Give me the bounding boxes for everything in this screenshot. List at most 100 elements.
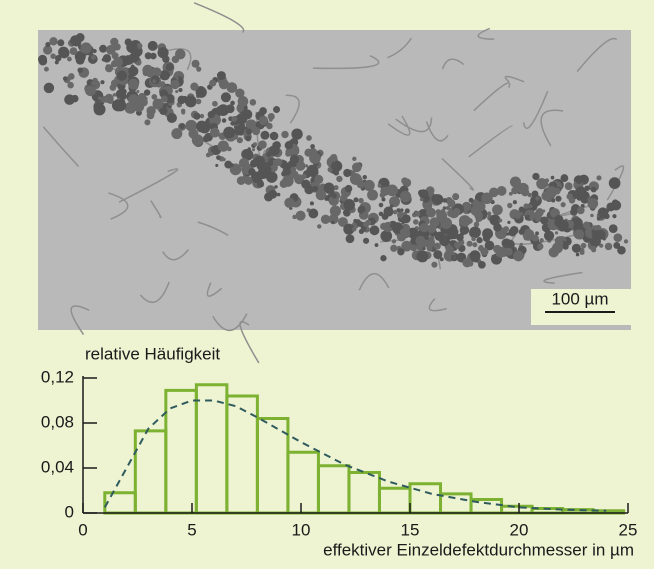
particle	[236, 104, 244, 113]
particle	[367, 189, 379, 201]
particle	[221, 118, 227, 123]
particle	[251, 148, 256, 152]
particle	[440, 208, 446, 214]
texture	[522, 90, 549, 129]
texture	[118, 168, 179, 203]
particle	[560, 202, 566, 208]
particle	[80, 42, 92, 54]
particle	[159, 89, 168, 98]
particle	[226, 82, 238, 93]
particle	[331, 193, 337, 199]
particle	[195, 120, 208, 133]
particle	[462, 229, 466, 233]
particle	[608, 177, 621, 189]
particle	[284, 141, 293, 150]
particle	[461, 201, 472, 212]
x-axis-label: effektiver Einzeldefektdurchmesser in µm	[323, 540, 634, 559]
particle	[386, 184, 398, 197]
particle	[536, 178, 548, 190]
particle	[128, 94, 139, 106]
particle	[528, 204, 533, 209]
particle	[317, 224, 322, 229]
particle	[602, 237, 606, 241]
particle	[541, 191, 551, 201]
particle	[612, 214, 617, 219]
particle	[306, 164, 319, 177]
particle	[54, 60, 59, 65]
particle	[343, 168, 352, 178]
particle	[418, 189, 429, 199]
particle	[570, 208, 578, 216]
particle	[623, 239, 629, 244]
particle	[389, 196, 401, 208]
particle	[266, 122, 273, 130]
particle	[146, 109, 151, 114]
particle	[77, 67, 83, 73]
particle	[527, 192, 532, 198]
particle	[473, 221, 480, 228]
particle	[396, 208, 401, 213]
particle	[458, 215, 471, 227]
particle	[136, 90, 140, 94]
particle	[195, 98, 202, 105]
particle	[157, 47, 169, 59]
particle	[66, 56, 72, 62]
particle	[352, 156, 357, 162]
particle	[383, 206, 394, 217]
scale-bar-box	[531, 289, 631, 325]
particle	[474, 211, 483, 220]
particle	[357, 205, 366, 214]
particle	[333, 169, 340, 176]
particle	[563, 238, 567, 242]
particle	[94, 101, 102, 109]
particle	[381, 197, 386, 202]
particle	[397, 248, 405, 256]
particle	[144, 119, 151, 126]
particle	[481, 192, 493, 205]
texture	[42, 126, 80, 168]
particle	[209, 79, 217, 87]
texture	[441, 58, 465, 70]
particle	[282, 175, 294, 187]
micrograph	[37, 2, 631, 364]
particle	[363, 179, 375, 192]
particle	[70, 35, 82, 47]
particle	[472, 242, 478, 248]
particle	[413, 219, 419, 225]
particle	[102, 54, 112, 63]
particle	[43, 45, 53, 55]
texture	[70, 305, 90, 336]
texture	[193, 2, 245, 33]
particle	[433, 242, 441, 250]
particle	[560, 174, 569, 182]
particle	[590, 199, 595, 204]
particle	[237, 96, 249, 107]
particle	[447, 199, 456, 208]
particle	[484, 240, 495, 251]
particle	[555, 195, 562, 202]
particle	[596, 216, 601, 221]
particle	[274, 185, 278, 189]
particle	[146, 69, 155, 78]
texture	[428, 298, 447, 312]
texture	[540, 109, 564, 147]
particle	[467, 260, 474, 267]
particle	[432, 194, 444, 205]
particle	[469, 226, 481, 239]
particle	[119, 92, 127, 101]
particle	[196, 66, 202, 72]
particle	[393, 209, 398, 215]
y-axis-label: relative Häufigkeit	[85, 344, 220, 363]
texture	[543, 271, 583, 284]
particle	[452, 207, 461, 216]
particle	[394, 223, 402, 231]
x-tick-label: 15	[401, 520, 420, 539]
particle	[306, 135, 312, 141]
particle	[191, 134, 204, 146]
particle	[399, 228, 406, 235]
particle	[442, 206, 447, 210]
particle	[159, 70, 170, 81]
particle	[152, 98, 164, 110]
particle	[258, 140, 267, 149]
particle	[451, 233, 458, 240]
